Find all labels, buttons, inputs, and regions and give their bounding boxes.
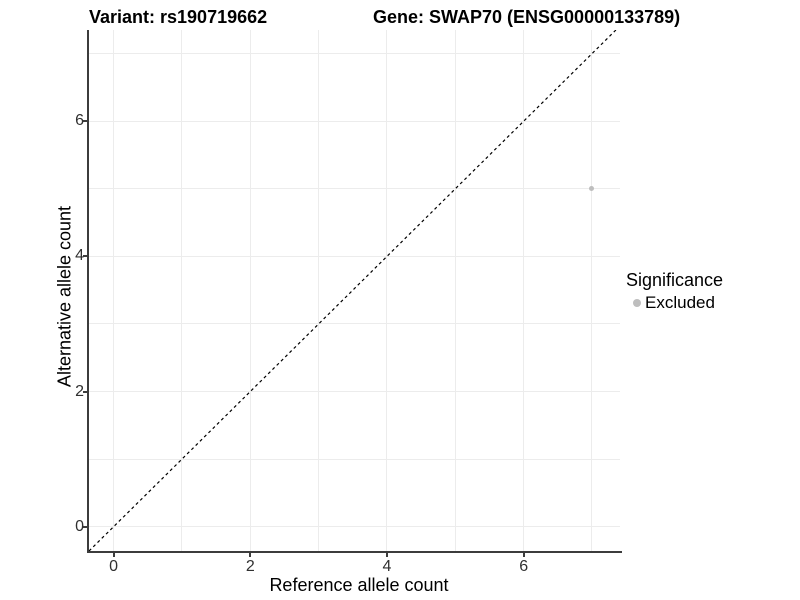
gridline-y-2: [89, 391, 620, 393]
y-tick-label-2: 2: [75, 382, 84, 400]
plot-title-gene: Gene: SWAP70 (ENSG00000133789): [373, 7, 681, 27]
gridline-x-0: [113, 30, 115, 551]
x-tick-mark-4: [385, 553, 388, 557]
legend-point-icon: [633, 299, 641, 307]
gridline-y-7: [89, 53, 620, 55]
x-tick-label-0: 0: [109, 558, 119, 575]
gridline-y-3: [89, 323, 620, 325]
y-axis-line: [87, 30, 89, 553]
x-tick-mark-0: [112, 553, 115, 557]
x-axis-title: Reference allele count: [269, 575, 449, 595]
gridline-y-5: [89, 188, 620, 190]
x-tick-label-4: 4: [382, 558, 392, 575]
x-axis-line: [87, 551, 622, 553]
x-tick-label-6: 6: [519, 558, 529, 575]
legend: Significance Excluded: [626, 270, 723, 313]
plot-panel: [89, 30, 620, 551]
y-tick-label-0: 0: [75, 517, 84, 535]
gridline-x-7: [591, 30, 593, 551]
y-tick-mark-0: [83, 525, 87, 528]
gridline-y-4: [89, 255, 620, 257]
gridline-x-4: [386, 30, 388, 551]
gridline-x-2: [249, 30, 251, 551]
y-tick-mark-2: [83, 390, 87, 393]
legend-item-excluded: Excluded: [626, 293, 723, 313]
y-tick-label-6: 6: [75, 112, 84, 130]
x-tick-mark-6: [522, 553, 525, 557]
identity-dashed-line: [89, 30, 617, 551]
x-tick-label-2: 2: [245, 558, 255, 575]
gridline-y-6: [89, 120, 620, 122]
gridline-x-5: [454, 30, 456, 551]
gridline-x-6: [523, 30, 525, 551]
y-tick-mark-4: [83, 255, 87, 258]
gridline-y-0: [89, 526, 620, 528]
gridline-x-1: [181, 30, 183, 551]
x-tick-mark-2: [249, 553, 252, 557]
legend-title: Significance: [626, 270, 724, 290]
gridline-y-1: [89, 458, 620, 460]
gridline-x-3: [318, 30, 320, 551]
y-tick-label-4: 4: [75, 247, 84, 265]
y-tick-mark-6: [83, 120, 87, 123]
y-axis-title: Alternative allele count: [54, 205, 75, 388]
legend-item-label: Excluded: [645, 293, 715, 312]
plot-title-variant: Variant: rs190719662: [89, 7, 268, 27]
data-point-7-5: [589, 186, 595, 192]
